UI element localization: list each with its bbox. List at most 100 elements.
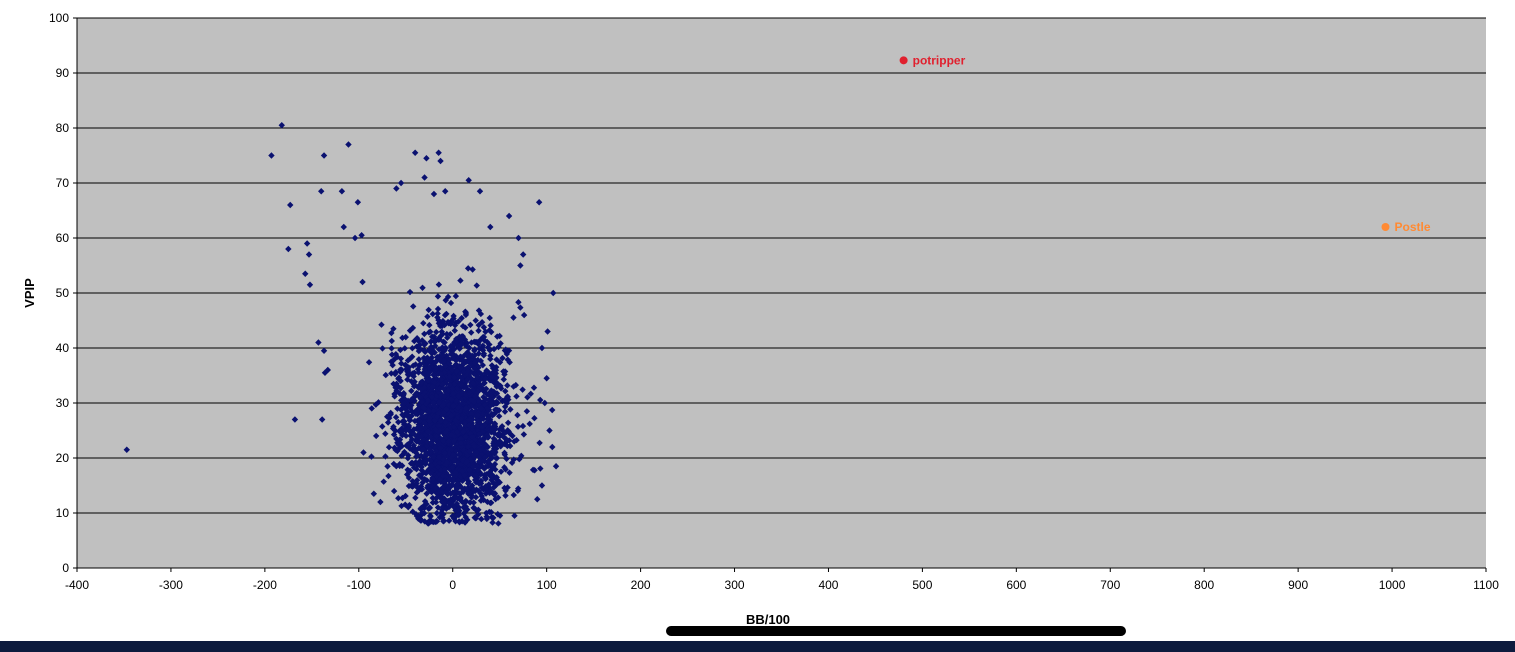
data-point xyxy=(490,438,498,445)
data-point xyxy=(123,446,130,453)
data-point xyxy=(406,288,414,296)
data-point xyxy=(424,313,431,320)
data-point xyxy=(372,401,380,408)
data-point xyxy=(442,188,449,195)
data-point xyxy=(380,478,387,485)
data-point xyxy=(445,517,453,524)
data-point xyxy=(531,415,538,422)
data-point xyxy=(424,428,432,435)
data-point xyxy=(462,311,470,319)
data-point xyxy=(430,453,437,461)
data-point xyxy=(505,212,513,220)
data-point xyxy=(399,334,406,342)
data-point xyxy=(463,342,470,350)
data-point xyxy=(446,381,454,388)
data-point xyxy=(416,393,423,400)
data-point xyxy=(549,406,556,414)
x-axis-label: BB/100 xyxy=(746,612,790,627)
data-point xyxy=(447,330,454,338)
data-point xyxy=(399,418,406,425)
data-point xyxy=(519,251,527,258)
data-point xyxy=(493,398,500,406)
data-point xyxy=(487,499,494,507)
data-point xyxy=(453,428,461,436)
data-point xyxy=(442,428,449,436)
data-point xyxy=(398,502,405,510)
data-point xyxy=(543,375,550,382)
data-point xyxy=(429,475,436,483)
data-point xyxy=(503,437,511,444)
data-point xyxy=(478,404,485,412)
data-point xyxy=(465,177,472,184)
data-point xyxy=(320,152,328,159)
data-point xyxy=(447,299,455,307)
data-point xyxy=(477,310,485,318)
data-point xyxy=(475,327,482,334)
data-point xyxy=(398,360,405,367)
data-point xyxy=(506,359,513,366)
data-point xyxy=(507,406,514,413)
data-point xyxy=(384,419,392,426)
data-point xyxy=(441,393,448,400)
data-point xyxy=(452,469,459,476)
data-point xyxy=(434,305,442,313)
data-point xyxy=(526,420,533,428)
data-point xyxy=(390,431,398,438)
data-point xyxy=(365,359,373,366)
data-point xyxy=(415,356,423,363)
data-point xyxy=(502,466,509,473)
data-point xyxy=(425,329,433,336)
data-point xyxy=(483,515,491,523)
data-point xyxy=(413,335,421,342)
data-point xyxy=(465,443,472,450)
data-point xyxy=(520,311,528,319)
data-point xyxy=(315,339,322,346)
data-point xyxy=(414,424,422,431)
data-point xyxy=(474,466,482,474)
data-point xyxy=(358,232,365,239)
data-point xyxy=(443,330,451,338)
data-point xyxy=(458,518,466,525)
data-point xyxy=(490,514,497,521)
data-point xyxy=(487,322,494,329)
data-point xyxy=(484,391,491,398)
data-point xyxy=(436,426,443,434)
data-point xyxy=(383,413,391,420)
data-point xyxy=(433,433,440,440)
data-point xyxy=(462,503,470,510)
data-point xyxy=(418,504,425,512)
data-point xyxy=(302,270,309,277)
data-point xyxy=(372,432,380,440)
data-point xyxy=(435,149,442,156)
data-point xyxy=(382,430,389,437)
data-point xyxy=(478,423,486,431)
data-point xyxy=(432,485,439,492)
data-point xyxy=(432,447,440,455)
data-point xyxy=(421,419,428,427)
horizontal-scrollbar-handle[interactable] xyxy=(666,626,1126,636)
data-point xyxy=(482,385,490,393)
data-point xyxy=(500,433,507,441)
data-point xyxy=(385,443,393,451)
data-point xyxy=(496,332,503,340)
data-point xyxy=(472,317,479,324)
data-point xyxy=(397,377,404,385)
data-point xyxy=(471,346,478,353)
data-point xyxy=(368,453,375,460)
data-point xyxy=(473,507,481,515)
data-point xyxy=(478,492,485,500)
data-point xyxy=(537,465,544,472)
data-point xyxy=(436,476,444,483)
data-point xyxy=(464,265,472,272)
data-point xyxy=(428,346,435,353)
data-point xyxy=(428,440,435,447)
data-point xyxy=(408,436,416,443)
data-point xyxy=(464,480,472,487)
data-point xyxy=(441,499,449,507)
data-point xyxy=(436,385,444,392)
data-point xyxy=(453,338,460,345)
data-point xyxy=(466,466,473,474)
data-point xyxy=(496,439,503,447)
data-point xyxy=(437,392,444,400)
data-point xyxy=(498,423,506,430)
